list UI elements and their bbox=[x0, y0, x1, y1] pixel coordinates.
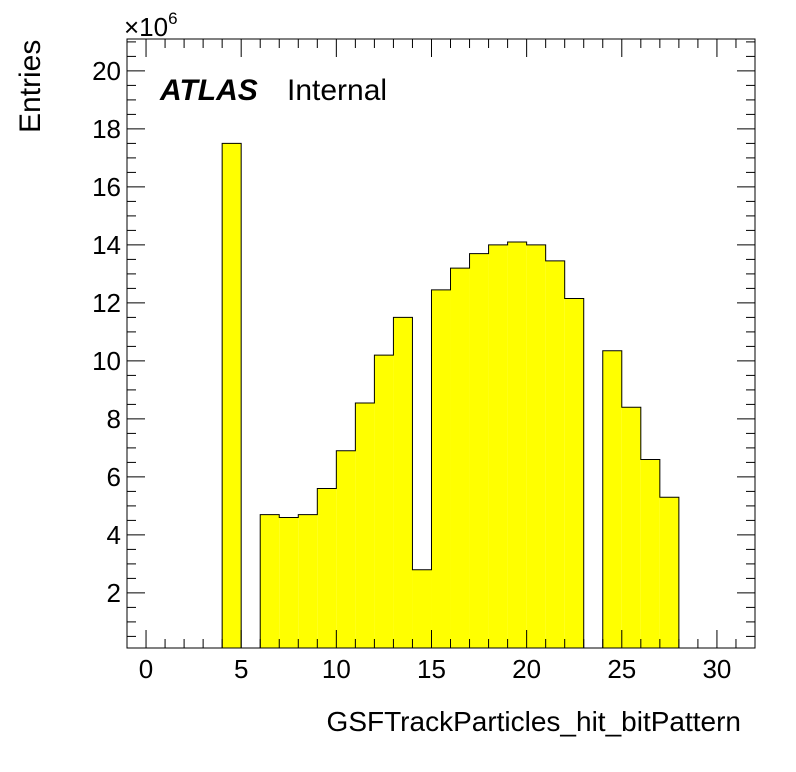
histogram-bar bbox=[640, 459, 660, 648]
histogram-bar bbox=[336, 450, 356, 648]
y-tick-label: 20 bbox=[92, 56, 121, 86]
histogram-bars bbox=[146, 142, 736, 649]
x-tick-label: 25 bbox=[607, 654, 636, 684]
axis-tick-labels: 0 5 10 15 20 25 30 2 4 6 8 10 12 14 16 18 20 bbox=[92, 56, 731, 684]
histogram-bar bbox=[412, 569, 432, 648]
y-tick-label: 10 bbox=[92, 346, 121, 376]
axis-ticks bbox=[126, 39, 756, 648]
x-axis-label: GSFTrackParticles_hit_bitPattern bbox=[327, 706, 741, 737]
histogram-bar bbox=[298, 514, 318, 648]
histogram-bar bbox=[279, 517, 299, 648]
plot-frame bbox=[126, 38, 756, 649]
histogram-bar bbox=[545, 260, 565, 648]
histogram-bar bbox=[469, 253, 489, 648]
histogram-bar bbox=[488, 244, 508, 648]
histogram-bar bbox=[260, 514, 280, 648]
histogram-bar bbox=[526, 244, 546, 648]
x-tick-label: 15 bbox=[417, 654, 446, 684]
histogram-outline bbox=[146, 142, 736, 649]
y-multiplier: ×106 bbox=[124, 9, 178, 42]
y-tick-label: 12 bbox=[92, 288, 121, 318]
histogram-bar bbox=[374, 355, 394, 648]
histogram-bar bbox=[602, 350, 622, 648]
x-tick-label: 0 bbox=[139, 654, 153, 684]
y-tick-label: 16 bbox=[92, 172, 121, 202]
histogram-bar bbox=[222, 143, 242, 648]
atlas-label: ATLAS bbox=[159, 74, 258, 107]
histogram-bar bbox=[355, 402, 375, 648]
y-tick-label: 14 bbox=[92, 230, 121, 260]
x-tick-label: 20 bbox=[512, 654, 541, 684]
x-tick-label: 5 bbox=[234, 654, 248, 684]
histogram-bar bbox=[659, 497, 679, 648]
atlas-status-label: Internal bbox=[287, 74, 387, 107]
histogram-bar bbox=[431, 289, 451, 648]
y-multiplier-exponent: 6 bbox=[168, 9, 177, 28]
histogram-bar bbox=[507, 242, 527, 648]
histogram-bar bbox=[621, 407, 641, 648]
histogram-bar bbox=[393, 317, 413, 648]
y-axis-label: Entries bbox=[14, 40, 47, 133]
y-tick-label: 6 bbox=[107, 462, 121, 492]
y-tick-label: 18 bbox=[92, 114, 121, 144]
y-tick-label: 2 bbox=[107, 578, 121, 608]
x-tick-label: 30 bbox=[702, 654, 731, 684]
y-tick-label: 8 bbox=[107, 404, 121, 434]
x-tick-label: 10 bbox=[322, 654, 351, 684]
histogram-bar bbox=[450, 268, 470, 648]
histogram-bar bbox=[564, 298, 584, 648]
histogram-bar bbox=[317, 488, 337, 648]
y-tick-label: 4 bbox=[107, 520, 121, 550]
